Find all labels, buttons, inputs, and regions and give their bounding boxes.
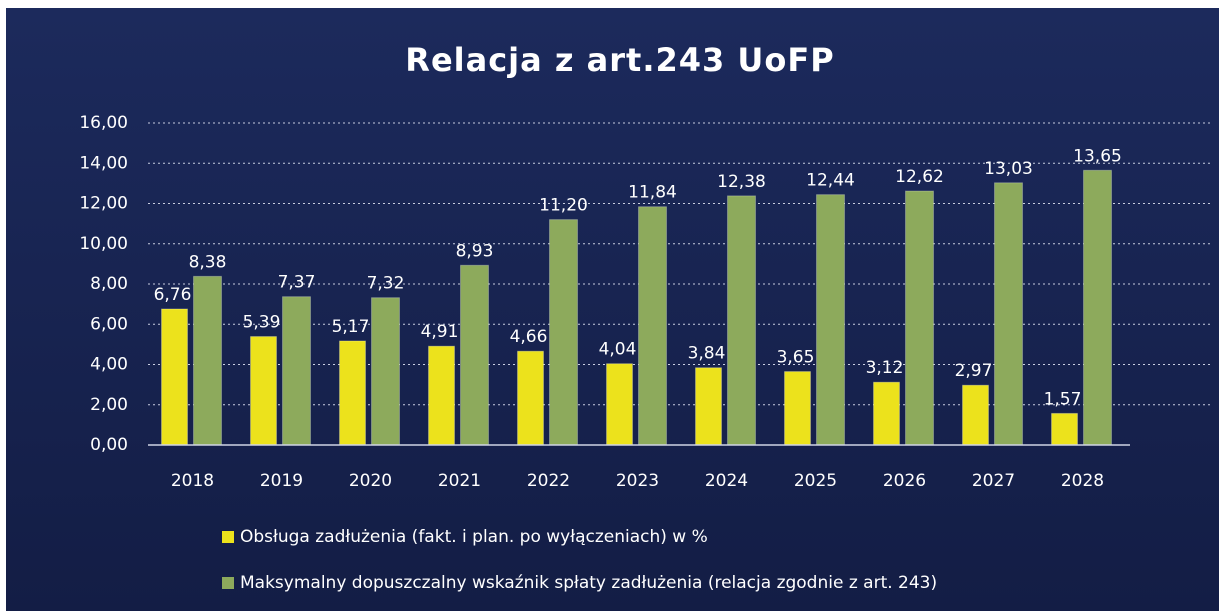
value-label: 2,97: [955, 361, 993, 381]
y-tick-label: 4,00: [90, 355, 128, 375]
bar: [282, 296, 311, 446]
bar: [460, 264, 489, 446]
value-label: 3,12: [866, 358, 904, 378]
x-tick-label: 2028: [1061, 471, 1104, 491]
bar: [695, 367, 722, 446]
x-tick-label: 2022: [527, 471, 570, 491]
x-tick-label: 2025: [794, 471, 837, 491]
bar: [606, 363, 633, 446]
y-tick-label: 8,00: [90, 274, 128, 294]
bar: [994, 182, 1023, 446]
legend-label: Maksymalny dopuszczalny wskaźnik spłaty …: [240, 573, 937, 593]
y-tick-label: 12,00: [79, 194, 128, 214]
bar: [727, 195, 756, 446]
bar: [873, 381, 900, 446]
value-label: 12,44: [806, 171, 855, 191]
bar: [816, 194, 845, 446]
y-tick-label: 14,00: [79, 153, 128, 173]
bar: [371, 297, 400, 446]
value-label: 6,76: [154, 285, 192, 305]
x-tick-label: 2021: [438, 471, 481, 491]
x-tick-label: 2026: [883, 471, 926, 491]
value-label: 7,37: [278, 273, 316, 293]
bar: [1083, 169, 1112, 446]
x-tick-label: 2023: [616, 471, 659, 491]
bar: [638, 206, 667, 446]
value-label: 3,65: [777, 348, 815, 368]
y-tick-label: 16,00: [79, 113, 128, 133]
x-tick-label: 2019: [260, 471, 303, 491]
bar: [517, 350, 544, 446]
bar: [428, 345, 455, 446]
value-label: 5,39: [243, 313, 281, 333]
x-tick-label: 2027: [972, 471, 1015, 491]
value-label: 11,20: [539, 196, 588, 216]
value-label: 8,38: [189, 252, 227, 272]
bar: [339, 340, 366, 446]
bar: [905, 190, 934, 446]
chart-title: Relacja z art.243 UoFP: [405, 41, 834, 79]
y-tick-label: 6,00: [90, 314, 128, 334]
value-label: 4,66: [510, 327, 548, 347]
bar: [549, 219, 578, 446]
value-label: 3,84: [688, 344, 726, 364]
y-tick-label: 2,00: [90, 395, 128, 415]
value-label: 8,93: [456, 241, 494, 261]
legend-swatch: [222, 531, 234, 543]
value-label: 7,32: [367, 274, 405, 294]
bar: [193, 275, 222, 446]
bar: [250, 336, 277, 446]
y-tick-label: 10,00: [79, 234, 128, 254]
value-label: 11,84: [628, 183, 677, 203]
legend-label: Obsługa zadłużenia (fakt. i plan. po wył…: [240, 527, 708, 547]
bar: [1051, 412, 1078, 446]
value-label: 1,57: [1044, 389, 1082, 409]
x-tick-label: 2024: [705, 471, 748, 491]
bar: [161, 308, 188, 446]
value-label: 13,03: [984, 159, 1033, 179]
x-tick-label: 2020: [349, 471, 392, 491]
y-tick-label: 0,00: [90, 435, 128, 455]
value-label: 4,04: [599, 340, 637, 360]
bar: [962, 384, 989, 446]
legend-swatch: [222, 577, 234, 589]
value-label: 13,65: [1073, 146, 1122, 166]
value-label: 5,17: [332, 317, 370, 337]
value-label: 12,62: [895, 167, 944, 187]
x-tick-label: 2018: [171, 471, 214, 491]
value-label: 4,91: [421, 322, 459, 342]
value-label: 12,38: [717, 172, 766, 192]
bar: [784, 371, 811, 446]
